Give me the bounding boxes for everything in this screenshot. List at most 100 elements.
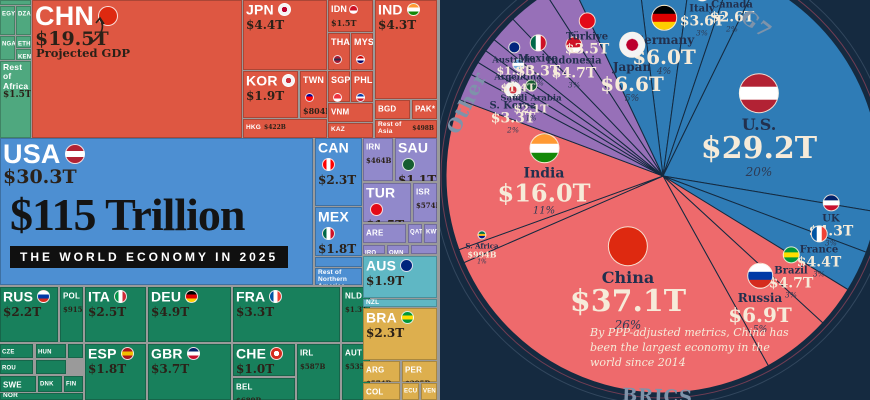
headline-subtitle: THE WORLD ECONOMY IN 2025 (10, 246, 289, 268)
treemap-cell-bel: BEL $689B (233, 378, 295, 400)
treemap-cell-rest-of-africa: Rest of Africa $1.5T (0, 61, 31, 138)
treemap-cell-ecu: ECU (402, 383, 419, 400)
treemap-cell-ita: ITA $2.5T (85, 287, 146, 342)
gdp-value: $1.9T (366, 273, 405, 288)
treemap-cell-fin: FIN (64, 376, 83, 392)
treemap-cell-deu: DEU $4.9T (148, 287, 231, 342)
country-code: CZE (2, 349, 15, 356)
annotation-arrow-icon (88, 16, 105, 45)
treemap-cell-blank (411, 245, 437, 254)
treemap-cell-irn: IRN $464B (363, 138, 393, 181)
ppp-voronoi-chart (440, 0, 870, 400)
gdp-value: $488B (354, 68, 373, 70)
outer-ring (440, 0, 870, 399)
country-code: SWE (3, 380, 22, 390)
treemap-cell-mex: MEX $1.8T (315, 207, 362, 256)
gdp-value: $3.7T (151, 361, 190, 376)
gdp-value: $19.5T (35, 28, 109, 51)
treemap-cell-blank (36, 360, 66, 374)
country-code: NOR (3, 393, 19, 400)
country-code: TWN (303, 75, 325, 86)
treemap-cell-blank (68, 344, 83, 358)
treemap-cell-isr: ISR $574B (413, 183, 437, 222)
country-code: AUT (345, 348, 363, 358)
treemap-cell-mys: MYS $488B (351, 33, 373, 70)
esp-flag-icon (120, 347, 134, 361)
country-code: DNK (40, 381, 54, 388)
treemap-cell-nga: NGA (0, 36, 15, 60)
country-code: CHN (35, 1, 95, 31)
treemap-cell-aus: AUS $1.9T (363, 256, 437, 298)
country-code: PAK* (415, 104, 436, 114)
treemap-cell-gbr: GBR $3.7T (148, 344, 231, 400)
projected-gdp-annotation: Projected GDP (36, 46, 130, 60)
country-code: ISR (416, 187, 430, 197)
country-code: PER (405, 365, 423, 375)
gdp-value: $2.5T (88, 304, 127, 319)
treemap-cell-arg: ARG $574B (363, 361, 400, 382)
headline-block: $115 Trillion THE WORLD ECONOMY IN 2025 (10, 189, 289, 268)
country-code: FIN (66, 381, 77, 388)
treemap-cell-rest-of-asia: Rest of Asia $498B (375, 120, 437, 138)
country-code: KOR (246, 72, 278, 89)
country-code: IND (378, 1, 403, 18)
treemap-cell-hkg: HKG $422B (243, 119, 327, 138)
treemap-cell-ind: IND $4.3T (375, 0, 437, 99)
country-code: KAZ (331, 126, 345, 134)
deu-flag-icon (185, 290, 199, 304)
mex-flag-icon (322, 227, 335, 241)
rus-flag-icon (37, 290, 51, 304)
gdp-value: $587B (300, 361, 326, 371)
country-code: DEU (151, 288, 182, 305)
tha-flag-icon (333, 55, 342, 65)
treemap-cell-fra: FRA $3.3T (233, 287, 340, 342)
country-code: VEN (423, 388, 436, 395)
treemap-cell-swe: SWE$639B (0, 376, 36, 392)
country-code: SGP (331, 75, 350, 86)
treemap-cell-kwt: KWT (424, 224, 437, 243)
ita-flag-icon (114, 290, 128, 304)
mys-flag-icon (356, 55, 365, 65)
tur-flag-icon (370, 203, 383, 217)
treemap-cell-hun: HUN (36, 344, 66, 358)
country-code: ETH (18, 41, 31, 48)
treemap-cell-are: ARE$569B (363, 224, 406, 243)
treemap-cell-rou: ROU (0, 360, 33, 374)
country-code: MYS (354, 37, 373, 48)
country-code: NGA (2, 41, 15, 48)
gdp-value: $804B (303, 105, 327, 116)
country-code: Rest of Northern America (318, 269, 348, 285)
ppp-note: By PPP-adjusted metrics, China has been … (590, 326, 789, 369)
treemap-cell-blank (0, 0, 31, 5)
country-code: ARE (366, 228, 384, 238)
slice-china (463, 175, 769, 394)
fra-flag-icon (269, 290, 283, 304)
gdp-value: $4.4T (246, 17, 285, 32)
country-code: AUS (366, 257, 397, 274)
slice-india (445, 99, 665, 251)
gdp-value: $2.3T (318, 172, 357, 187)
gdp-value: $1.5T (3, 90, 31, 101)
treemap-cell-kor: KOR $1.9T (243, 71, 298, 118)
country-code: MEX (318, 208, 349, 225)
treemap-cell-dza: DZA (16, 6, 31, 35)
country-code: SAU (398, 139, 429, 156)
annotation-text: Projected GDP (36, 46, 130, 60)
treemap-cell-bgd: BGD$462B (375, 100, 410, 119)
gdp-value: $4.9T (151, 304, 190, 319)
headline-title: $115 Trillion (10, 189, 246, 240)
treemap-cell-chn: CHN $19.5T (32, 0, 242, 138)
treemap-cell-ken: KEN (16, 49, 31, 60)
gdp-value: $574B (366, 379, 397, 382)
treemap-cell-eth: ETH (16, 36, 31, 48)
phl-flag-icon (356, 93, 365, 102)
gdp-value: $1.1T (398, 172, 437, 181)
gdp-value: $1.5T (366, 218, 408, 222)
treemap: AUT$535BIRL$587BBEL$689BCHE$1.0TGBR$3.7T… (0, 0, 440, 400)
gdp-value: $464B (366, 155, 392, 165)
country-code: USA (3, 139, 61, 169)
country-code: PHL (354, 75, 373, 86)
country-code: QAT (410, 229, 422, 236)
sau-flag-icon (402, 158, 415, 172)
